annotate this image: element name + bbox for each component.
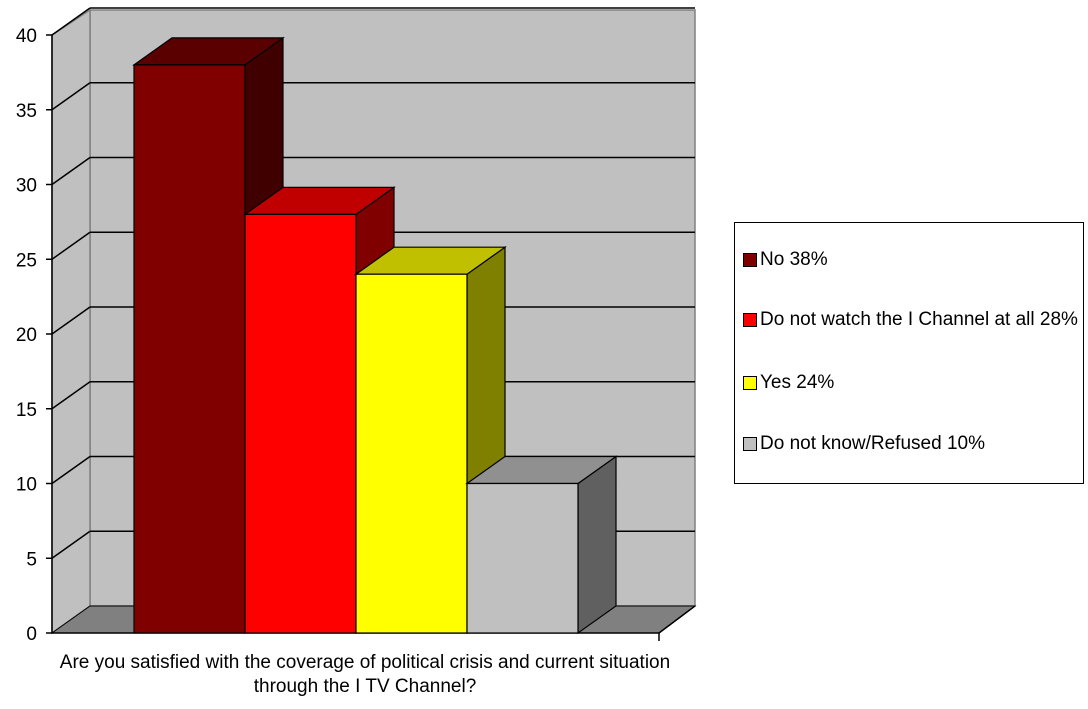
y-tick-label: 25 [16, 250, 37, 271]
x-axis-label: Are you satisfied with the coverage of p… [59, 652, 671, 697]
gridline-side [51, 7, 91, 36]
y-tick-label: 10 [16, 475, 37, 496]
legend-item-2: Do not watch the I Channel at all 28% [743, 309, 1079, 331]
legend-swatch [743, 313, 757, 327]
gridline-side [51, 82, 91, 111]
legend-label: Yes 24% [760, 372, 835, 393]
legend-item-4: Do not know/Refused 10% [743, 433, 1079, 455]
legend-item-1: No 38% [743, 249, 1079, 271]
gridline-side [51, 455, 91, 485]
legend-swatch [743, 253, 757, 267]
y-tick-label: 35 [16, 101, 37, 122]
y-tick-label: 40 [16, 26, 37, 47]
gridline-side [51, 530, 91, 559]
bar [466, 482, 579, 634]
legend-label: Do not watch the I Channel at all 28% [760, 309, 1078, 330]
y-tick-label: 5 [26, 549, 37, 570]
legend-label: Do not know/Refused 10% [760, 433, 985, 454]
bar [133, 64, 246, 634]
legend: No 38% Do not watch the I Channel at all… [734, 222, 1084, 484]
legend-item-3: Yes 24% [743, 372, 1079, 394]
bar [355, 273, 468, 634]
legend-label: No 38% [760, 249, 828, 270]
gridline-side [51, 231, 91, 260]
gridline-side [51, 156, 91, 186]
gridline-side [51, 306, 91, 335]
legend-swatch [743, 437, 757, 451]
x-axis-depth-line [658, 605, 696, 634]
bar-side [577, 455, 617, 635]
y-tick-label: 20 [16, 325, 37, 346]
legend-swatch [743, 376, 757, 390]
gridline-side [51, 381, 91, 410]
plot-left-wall [51, 8, 91, 635]
y-tick-label: 0 [26, 624, 37, 645]
bars [132, 36, 618, 635]
y-tick-label: 30 [16, 176, 37, 197]
bar [244, 213, 357, 634]
y-tick-label: 15 [16, 400, 37, 421]
